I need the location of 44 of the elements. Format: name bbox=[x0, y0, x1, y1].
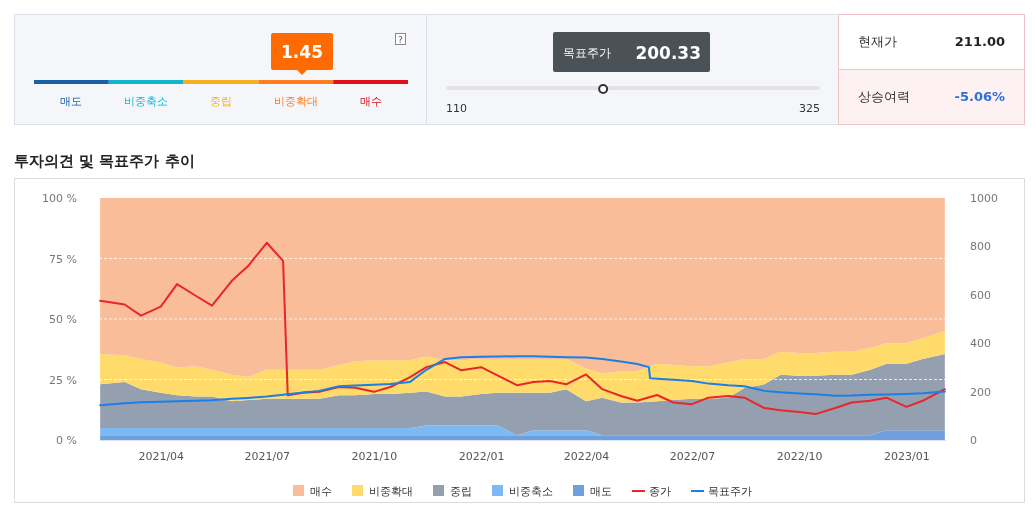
y2-tick-label: 1000 bbox=[970, 192, 998, 206]
text: 비중축소 bbox=[124, 95, 169, 108]
legend-label: 비중확대 bbox=[369, 485, 413, 498]
text: 비중확대 bbox=[273, 95, 318, 108]
x-tick-label: 2021/10 bbox=[351, 449, 398, 463]
line-series bbox=[99, 355, 946, 407]
legend-label: 종가 bbox=[649, 485, 671, 498]
y-tick-label: 75 % bbox=[49, 252, 77, 266]
y-tick-label: 25 % bbox=[49, 373, 77, 387]
x-tick-label: 2022/07 bbox=[669, 449, 716, 463]
text: 325 bbox=[799, 102, 820, 115]
chart-title: 투자의견 및 목표주가 추이 bbox=[14, 152, 195, 170]
x-tick-label: 2021/07 bbox=[244, 449, 291, 463]
y-tick-label: 0 % bbox=[56, 434, 77, 448]
legend-label: 비중축소 bbox=[509, 485, 553, 498]
text: 110 bbox=[446, 102, 467, 115]
legend-label: 매도 bbox=[590, 485, 612, 498]
y2-tick-label: 0 bbox=[970, 434, 977, 448]
text: -5.06% bbox=[954, 89, 1005, 104]
legend-label: 매수 bbox=[310, 485, 332, 498]
line-series bbox=[99, 241, 946, 416]
y2-tick-label: 800 bbox=[970, 240, 991, 254]
x-tick-label: 2022/04 bbox=[563, 449, 610, 463]
y2-tick-label: 200 bbox=[970, 385, 991, 399]
y2-tick-label: 600 bbox=[970, 288, 991, 302]
text: 현재가 bbox=[858, 34, 897, 49]
text: 211.00 bbox=[954, 34, 1005, 49]
text: 1.45 bbox=[281, 42, 323, 62]
x-tick-label: 2021/04 bbox=[138, 449, 185, 463]
y2-tick-label: 400 bbox=[970, 337, 991, 351]
legend-label: 중립 bbox=[450, 485, 472, 498]
text: 매도 bbox=[60, 95, 83, 108]
y-tick-label: 100 % bbox=[42, 192, 77, 206]
legend-label: 목표주가 bbox=[708, 485, 752, 498]
x-tick-label: 2023/01 bbox=[884, 449, 930, 463]
y-tick-label: 50 % bbox=[49, 313, 77, 327]
text: 매수 bbox=[359, 95, 382, 108]
text: 상승여력 bbox=[858, 89, 910, 104]
x-tick-label: 2022/01 bbox=[458, 449, 505, 463]
text: 200.33 bbox=[635, 43, 701, 63]
x-tick-label: 2022/10 bbox=[776, 449, 823, 463]
text: 중립 bbox=[210, 95, 232, 108]
text: 목표주가 bbox=[563, 46, 611, 60]
help-icon: ? bbox=[395, 33, 406, 45]
